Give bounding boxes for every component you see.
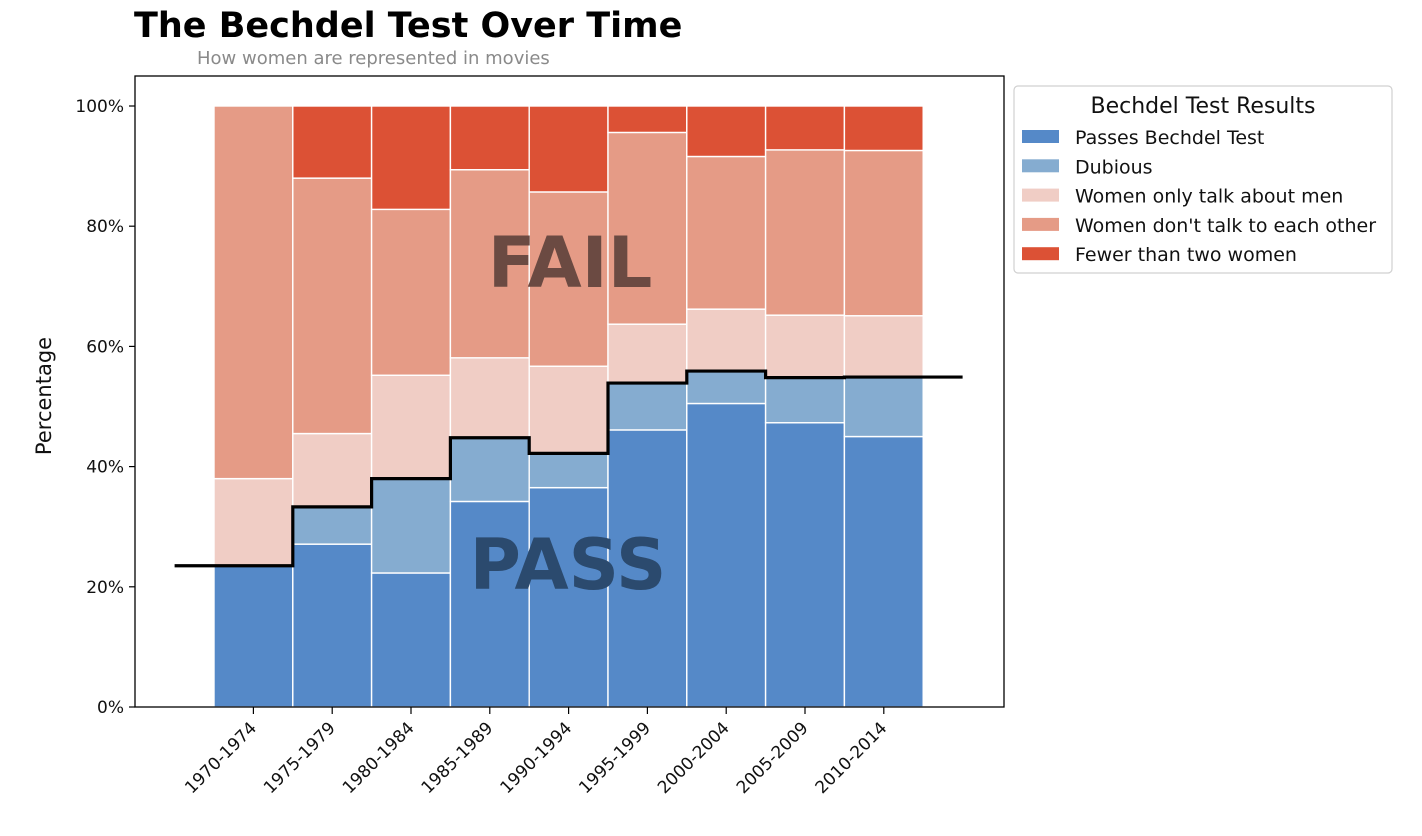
bar-dubious-2010-2014: [843, 376, 924, 438]
y-tick-label: 0%: [97, 698, 124, 718]
x-tick-label: 2000-2004: [654, 718, 734, 798]
bar-pass-1975-1979: [292, 543, 373, 708]
bar-fewer-2005-2009: [764, 105, 846, 151]
x-tick-label: 1990-1994: [496, 718, 576, 798]
bar-fewer-1995-1999: [607, 105, 688, 134]
bars-layer: [213, 105, 924, 708]
legend: Bechdel Test Results Passes Bechdel Test…: [1013, 85, 1393, 274]
bar-men-2000-2004: [686, 308, 767, 372]
bar-notalk-2000-2004: [686, 155, 767, 310]
bar-notalk-1985-1989: [449, 169, 530, 359]
bar-dubious-1980-1984: [370, 477, 452, 574]
bar-notalk-1970-1974: [213, 105, 294, 480]
x-axis: 1970-1974 1975-1979 1980-1984 1985-1989 1990…: [181, 707, 891, 798]
legend-swatch-pass: [1022, 130, 1059, 143]
bar-fewer-2000-2004: [686, 105, 767, 158]
bar-dubious-1985-1989: [449, 437, 530, 503]
bar-pass-2000-2004: [686, 402, 767, 708]
fail-annotation: FAIL: [488, 222, 653, 304]
x-tick-label: 2010-2014: [812, 718, 892, 798]
legend-swatch-fewer: [1022, 247, 1059, 261]
y-tick-label: 60%: [86, 337, 124, 357]
bar-men-2010-2014: [843, 315, 924, 378]
bar-fewer-1980-1984: [370, 105, 452, 211]
legend-label-notalk: Women don't talk to each other: [1075, 215, 1376, 237]
y-tick-label: 40%: [86, 458, 124, 478]
bar-notalk-1995-1999: [607, 131, 688, 325]
bar-dubious-1975-1979: [292, 506, 373, 545]
pass-annotation: PASS: [470, 524, 667, 606]
y-axis: 0% 20% 40% 60% 80% 100%: [75, 97, 135, 718]
bar-dubious-2000-2004: [686, 370, 767, 405]
y-tick-label: 80%: [86, 217, 124, 237]
legend-items: Passes Bechdel Test Dubious Women only tal…: [1022, 127, 1376, 266]
bar-notalk-2005-2009: [764, 149, 846, 316]
legend-swatch-dubious: [1022, 159, 1059, 173]
y-tick-label: 20%: [86, 578, 124, 598]
bar-pass-1995-1999: [607, 429, 688, 708]
bar-men-1980-1984: [370, 374, 452, 480]
bar-notalk-1990-1994: [528, 191, 609, 367]
chart-title: The Bechdel Test Over Time: [134, 6, 682, 46]
plot-frame: [134, 75, 1005, 708]
legend-title: Bechdel Test Results: [1090, 94, 1315, 119]
bar-notalk-2010-2014: [843, 149, 924, 317]
bar-men-1975-1979: [292, 432, 373, 508]
bar-fewer-1990-1994: [528, 105, 609, 193]
bar-pass-2010-2014: [843, 435, 924, 708]
bar-dubious-2005-2009: [764, 376, 846, 424]
legend-label-men: Women only talk about men: [1075, 186, 1343, 208]
y-tick-label: 100%: [75, 97, 124, 117]
bar-men-1985-1989: [449, 357, 530, 439]
bar-pass-1985-1989: [449, 500, 530, 708]
y-axis-label: Percentage: [32, 337, 56, 455]
bar-notalk-1980-1984: [370, 208, 452, 376]
x-tick-label: 1970-1974: [181, 718, 261, 798]
legend-swatch-men: [1022, 188, 1059, 202]
chart-subtitle: How women are represented in movies: [197, 48, 550, 69]
pass-line: [174, 369, 963, 568]
bar-dubious-1995-1999: [607, 382, 688, 431]
bar-pass-1980-1984: [370, 572, 452, 708]
x-tick-label: 1975-1979: [260, 718, 340, 798]
bar-men-1990-1994: [528, 365, 609, 455]
bar-men-1970-1974: [213, 477, 294, 567]
legend-label-pass: Passes Bechdel Test: [1075, 127, 1264, 149]
x-tick-label: 1995-1999: [575, 718, 655, 798]
legend-label-dubious: Dubious: [1075, 156, 1153, 178]
bar-fewer-2010-2014: [843, 105, 924, 152]
legend-swatch-notalk: [1022, 217, 1059, 231]
legend-box: [1013, 85, 1393, 274]
bar-notalk-1975-1979: [292, 177, 373, 435]
bar-fewer-1975-1979: [292, 105, 373, 179]
pass-line-layer: [174, 369, 963, 568]
annotation-layer: FAIL PASS: [470, 222, 667, 606]
bar-fewer-1985-1989: [449, 105, 530, 171]
x-tick-label: 1985-1989: [418, 718, 498, 798]
legend-label-fewer: Fewer than two women: [1075, 244, 1297, 266]
bar-men-1995-1999: [607, 323, 688, 384]
x-tick-label: 2005-2009: [733, 718, 813, 798]
bar-pass-2005-2009: [764, 422, 846, 708]
bar-dubious-1990-1994: [528, 452, 609, 489]
bar-pass-1970-1974: [213, 565, 294, 708]
bar-men-2005-2009: [764, 314, 846, 379]
x-tick-label: 1980-1984: [339, 718, 419, 798]
